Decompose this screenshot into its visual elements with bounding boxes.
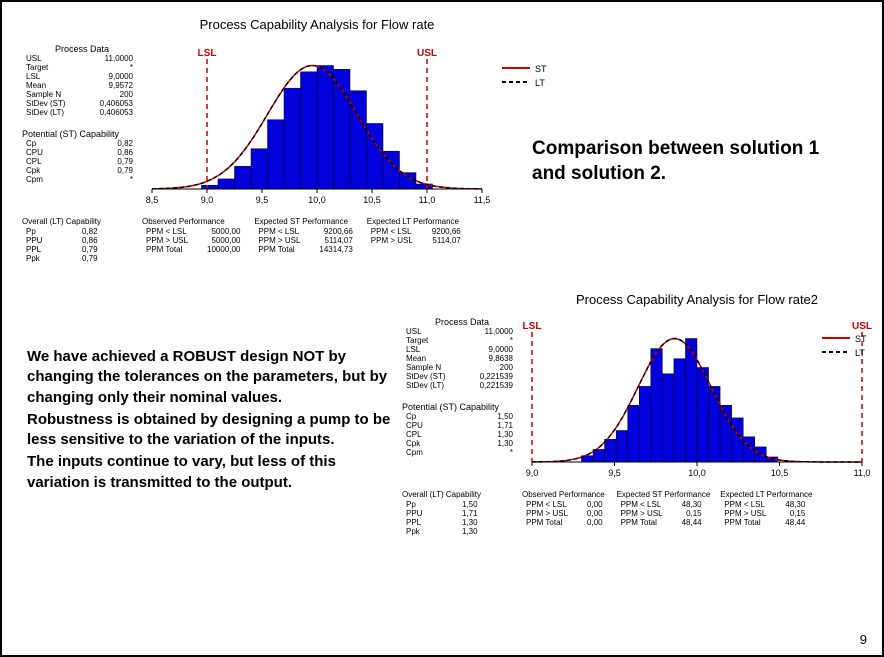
svg-text:8,5: 8,5	[146, 195, 159, 205]
svg-text:10,0: 10,0	[688, 468, 706, 478]
chart2-legend-lt: LT	[855, 348, 865, 358]
svg-text:LSL: LSL	[523, 321, 542, 332]
chart2-pot-header: Potential (ST) Capability	[402, 402, 522, 412]
chart2-bottom-stats: Overall (LT) Capability Pp1,50PPU1,71PPL…	[402, 490, 872, 536]
chart1-title: Process Capability Analysis for Flow rat…	[142, 17, 492, 32]
svg-text:9,0: 9,0	[201, 195, 214, 205]
page-number: 9	[860, 632, 867, 647]
svg-text:10,5: 10,5	[771, 468, 789, 478]
chart2-pd-header: Process Data	[402, 317, 522, 327]
chart1-bottom-stats: Overall (LT) Capability Pp0,82PPU0,86PPL…	[22, 217, 492, 263]
chart2-legend-st: ST	[855, 334, 867, 344]
svg-text:9,0: 9,0	[526, 468, 539, 478]
chart1-overall: Pp0,82PPU0,86PPL0,79Ppk0,79	[22, 227, 132, 263]
chart1-plot: LSL USL 8,5 9,0 9,5 10,0 10,5 11,0 11,5	[142, 44, 492, 209]
svg-text:10,0: 10,0	[308, 195, 326, 205]
chart1-potential: Cp0,82CPU0,86CPL0,79Cpk0,79Cpm*	[22, 139, 137, 184]
chart1-pot-header: Potential (ST) Capability	[22, 129, 142, 139]
chart1-left-stats: Process Data USL11,0000Target*LSL9,0000M…	[22, 44, 142, 209]
chart1-process-data: USL11,0000Target*LSL9,0000Mean9,9572Samp…	[22, 54, 137, 117]
body-paragraph: We have achieved a ROBUST design NOT by …	[27, 347, 397, 495]
chart2-potential: Cp1,50CPU1,71CPL1,30Cpk1,30Cpm*	[402, 412, 517, 457]
chart1-legend-lt: LT	[535, 78, 545, 88]
comparison-heading: Comparison between solution 1 and soluti…	[532, 137, 852, 186]
chart1-overall-header: Overall (LT) Capability	[22, 217, 142, 226]
svg-text:USL: USL	[417, 48, 437, 59]
svg-text:USL: USL	[852, 321, 872, 332]
svg-text:11,0: 11,0	[854, 468, 871, 478]
chart1-pd-header: Process Data	[22, 44, 142, 54]
chart2-overall: Pp1,50PPU1,71PPL1,30Ppk1,30	[402, 500, 512, 536]
chart2-region: Process Capability Analysis for Flow rat…	[402, 292, 872, 536]
svg-text:9,5: 9,5	[256, 195, 269, 205]
chart1-region: Process Capability Analysis for Flow rat…	[22, 17, 492, 263]
chart1-perf-blocks: Observed PerformancePPM < LSL5000,00PPM …	[142, 217, 475, 263]
chart2-legend: ST LT	[822, 332, 882, 362]
svg-text:LSL: LSL	[198, 48, 217, 59]
svg-text:10,5: 10,5	[363, 195, 381, 205]
chart2-overall-header: Overall (LT) Capability	[402, 490, 522, 499]
svg-text:9,5: 9,5	[608, 468, 621, 478]
chart2-perf-blocks: Observed PerformancePPM < LSL0,00PPM > U…	[522, 490, 822, 536]
chart2-left-stats: Process Data USL11,0000Target*LSL9,0000M…	[402, 317, 522, 482]
chart2-plot: LSL USL 9,0 9,5 10,0 10,5 11,0	[522, 317, 872, 482]
svg-text:11,0: 11,0	[419, 195, 436, 205]
svg-text:11,5: 11,5	[474, 195, 491, 205]
chart2-process-data: USL11,0000Target*LSL9,0000Mean9,8638Samp…	[402, 327, 517, 390]
chart1-legend: ST LT	[502, 62, 562, 92]
chart2-title: Process Capability Analysis for Flow rat…	[522, 292, 872, 307]
chart1-legend-st: ST	[535, 64, 547, 74]
